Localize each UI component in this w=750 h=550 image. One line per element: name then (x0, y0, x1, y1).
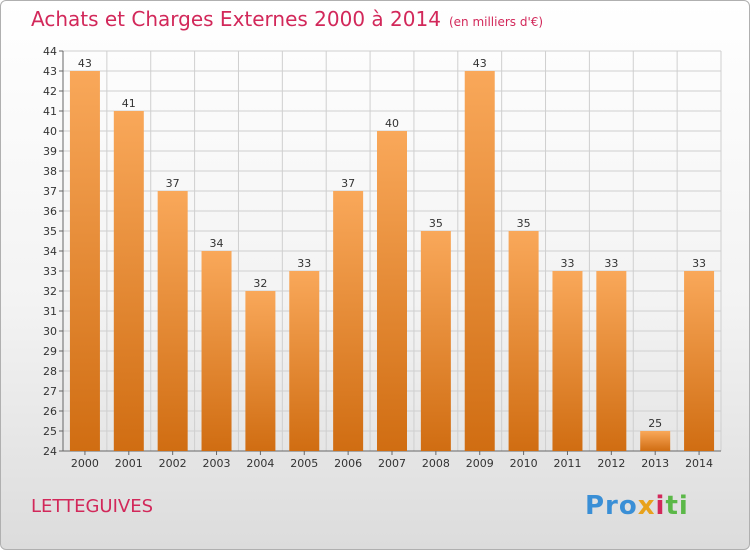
logo-part-1: Pro (585, 491, 638, 521)
value-label-2013: 25 (648, 417, 662, 430)
y-tick-label-42: 42 (43, 85, 57, 98)
y-tick-label-44: 44 (43, 45, 57, 58)
bar-2004 (245, 291, 276, 451)
bar-2006 (333, 191, 364, 451)
logo-part-4: ti (665, 491, 689, 521)
bar-2002 (157, 191, 188, 451)
bar-2014 (684, 271, 715, 451)
y-tick-label-29: 29 (43, 345, 57, 358)
y-tick-label-36: 36 (43, 205, 57, 218)
y-tick-label-41: 41 (43, 105, 57, 118)
y-tick-label-34: 34 (43, 245, 57, 258)
y-tick-label-32: 32 (43, 285, 57, 298)
y-tick-label-24: 24 (43, 445, 57, 458)
y-tick-label-28: 28 (43, 365, 57, 378)
y-tick-label-30: 30 (43, 325, 57, 338)
bar-2001 (113, 111, 144, 451)
bar-2010 (508, 231, 539, 451)
y-tick-label-38: 38 (43, 165, 57, 178)
bar-2005 (289, 271, 320, 451)
y-tick-label-39: 39 (43, 145, 57, 158)
value-label-2003: 34 (210, 237, 224, 250)
x-tick-label-2002: 2002 (159, 457, 187, 470)
y-tick-label-25: 25 (43, 425, 57, 438)
x-tick-label-2010: 2010 (510, 457, 538, 470)
proxiti-logo: Proxiti (585, 491, 689, 521)
y-tick-label-37: 37 (43, 185, 57, 198)
value-label-2000: 43 (78, 57, 92, 70)
y-tick-label-43: 43 (43, 65, 57, 78)
value-label-2011: 33 (560, 257, 574, 270)
bar-2009 (464, 71, 495, 451)
bar-2012 (596, 271, 627, 451)
x-tick-label-2011: 2011 (553, 457, 581, 470)
value-label-2014: 33 (692, 257, 706, 270)
bars (69, 71, 715, 451)
chart-title-text: Achats et Charges Externes 2000 à 2014 (31, 7, 441, 31)
x-tick-label-2013: 2013 (641, 457, 669, 470)
x-tick-label-2007: 2007 (378, 457, 406, 470)
chart-subtitle: (en milliers d'€) (448, 15, 544, 29)
x-tick-label-2006: 2006 (334, 457, 362, 470)
logo-part-2: x (637, 491, 656, 521)
labels: 24 25 26 27 28 29 30 31 32 33 34 35 36 37 38 39 40 41 42 43… (43, 45, 713, 470)
town-name: LETTEGUIVES (31, 496, 153, 517)
x-tick-label-2012: 2012 (597, 457, 625, 470)
bar-2007 (377, 131, 407, 451)
y-tick-label-27: 27 (43, 385, 57, 398)
chart-title: Achats et Charges Externes 2000 à 2014 (e… (31, 7, 543, 31)
value-label-2009: 43 (473, 57, 487, 70)
value-label-2001: 41 (122, 97, 136, 110)
bar-2011 (552, 271, 583, 451)
x-tick-label-2014: 2014 (685, 457, 713, 470)
x-tick-label-2004: 2004 (246, 457, 274, 470)
bar-2013 (640, 431, 671, 451)
value-label-2007: 40 (385, 117, 399, 130)
value-label-2008: 35 (429, 217, 443, 230)
value-label-2006: 37 (341, 177, 355, 190)
y-tick-label-26: 26 (43, 405, 57, 418)
value-label-2012: 33 (604, 257, 618, 270)
bar-2000 (69, 71, 100, 451)
x-tick-label-2009: 2009 (466, 457, 494, 470)
value-label-2010: 35 (517, 217, 531, 230)
x-tick-label-2008: 2008 (422, 457, 450, 470)
bar-2008 (420, 231, 451, 451)
x-tick-label-2000: 2000 (71, 457, 99, 470)
x-tick-label-2005: 2005 (290, 457, 318, 470)
value-label-2004: 32 (253, 277, 267, 290)
x-tick-label-2001: 2001 (115, 457, 143, 470)
y-tick-label-40: 40 (43, 125, 57, 138)
y-tick-label-33: 33 (43, 265, 57, 278)
logo-part-3: i (655, 491, 666, 521)
bar-2003 (201, 251, 232, 451)
value-label-2002: 37 (166, 177, 180, 190)
y-tick-label-31: 31 (43, 305, 57, 318)
value-label-2005: 33 (297, 257, 311, 270)
y-tick-label-35: 35 (43, 225, 57, 238)
x-tick-label-2003: 2003 (203, 457, 231, 470)
